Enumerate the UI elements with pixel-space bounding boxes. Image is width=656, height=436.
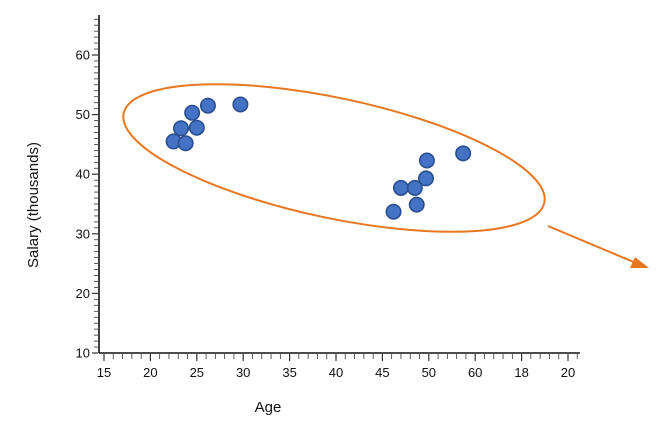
y-axis-title: Salary (thousands) bbox=[25, 142, 42, 268]
minor-ticks bbox=[92, 18, 578, 361]
data-point bbox=[188, 119, 205, 136]
data-point bbox=[418, 170, 435, 187]
x-tick-label: 20 bbox=[561, 365, 575, 380]
x-tick-label: 50 bbox=[422, 365, 436, 380]
x-tick-label: 45 bbox=[375, 365, 389, 380]
y-tick-label: 20 bbox=[76, 286, 90, 301]
cluster-ellipse bbox=[122, 83, 546, 233]
data-point bbox=[184, 104, 201, 121]
x-tick-label: 40 bbox=[329, 365, 343, 380]
data-point bbox=[392, 179, 409, 196]
data-point bbox=[173, 120, 190, 137]
data-point bbox=[418, 152, 435, 169]
data-point bbox=[406, 179, 423, 196]
x-tick-label: 35 bbox=[282, 365, 296, 380]
data-point bbox=[385, 203, 402, 220]
x-tick-label: 18 bbox=[514, 365, 528, 380]
data-points bbox=[165, 96, 472, 220]
y-tick-label: 30 bbox=[76, 226, 90, 241]
y-tick-label: 40 bbox=[76, 167, 90, 182]
x-tick-label: 20 bbox=[143, 365, 157, 380]
data-point bbox=[232, 96, 249, 113]
data-point bbox=[177, 135, 194, 152]
x-axis-title: Age bbox=[255, 399, 282, 416]
y-tick-labels: 10 20 30 40 50 60 bbox=[76, 48, 90, 361]
trend-arrow bbox=[547, 225, 637, 264]
x-tick-label: 25 bbox=[190, 365, 204, 380]
y-tick-label: 50 bbox=[76, 107, 90, 122]
data-point bbox=[455, 145, 472, 162]
y-tick-label: 10 bbox=[76, 346, 90, 361]
x-tick-labels: 15 20 25 30 35 40 45 50 60 18 20 bbox=[97, 365, 575, 380]
x-tick-label: 15 bbox=[97, 365, 111, 380]
data-point bbox=[408, 196, 425, 213]
x-tick-label: 30 bbox=[236, 365, 250, 380]
y-tick-label: 60 bbox=[76, 48, 90, 63]
x-tick-label: 60 bbox=[468, 365, 482, 380]
data-point bbox=[199, 97, 216, 114]
trend-arrow-head bbox=[630, 257, 649, 268]
